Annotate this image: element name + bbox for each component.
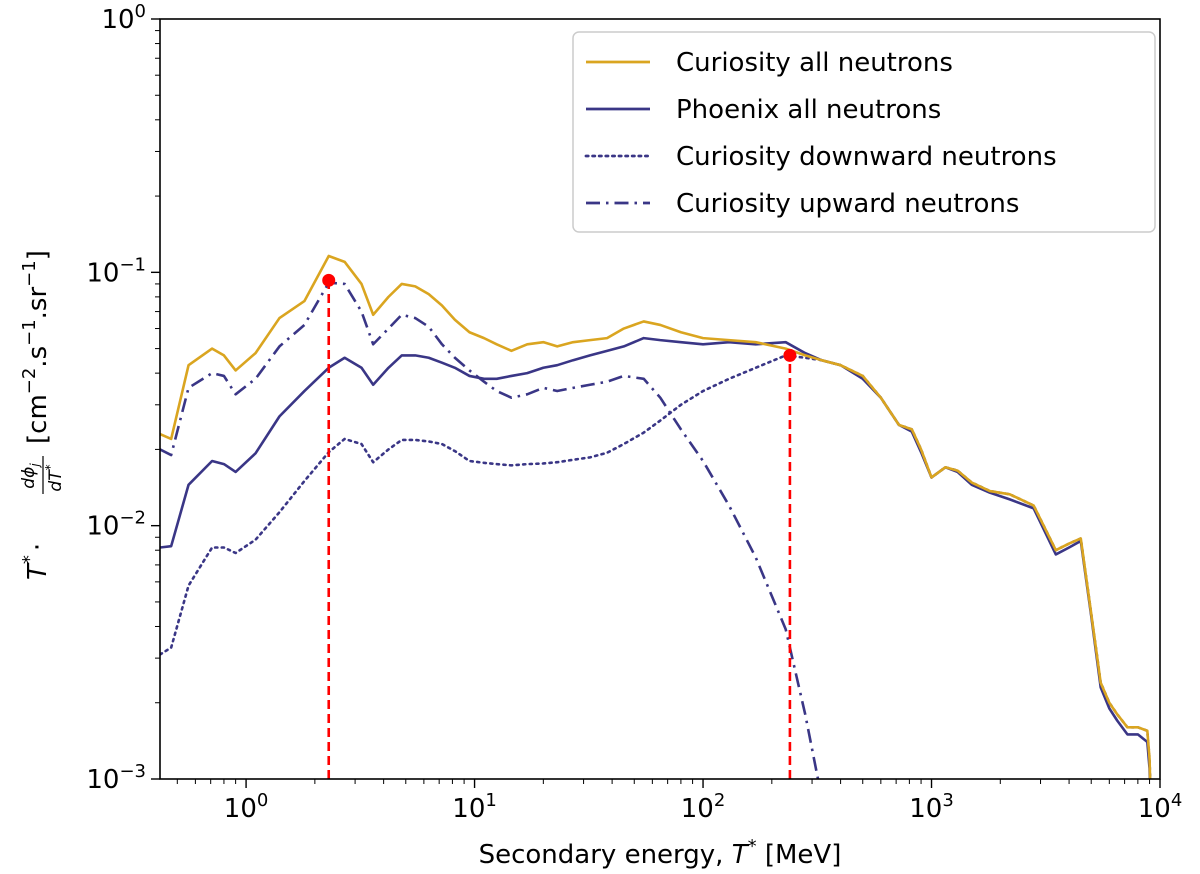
y-label-units-mid2: .sr [23, 287, 53, 320]
legend-label: Curiosity all neutrons [676, 48, 953, 78]
y-label-frac-den-sup: * [43, 464, 57, 470]
axes-frame [159, 18, 1161, 780]
series-line-curiosity-downward-neutrons [160, 354, 1152, 779]
y-label-lhs-var: T [23, 562, 53, 580]
legend-box [572, 31, 1156, 233]
y-tick-label: 100 [101, 1, 146, 35]
legend: Curiosity all neutrons Phoenix all neutro… [572, 31, 1156, 233]
y-label-frac-num: dϕ [19, 467, 39, 489]
y-axis-label: T*· dϕj dT* [cm−2.s−1.sr−1] [19, 250, 66, 580]
svg-text:T*·: T* · [19, 543, 53, 580]
x-axis-label-var: T [732, 840, 750, 870]
svg-text:[cm−2.s−1.sr−1]: [cm−2.s−1.sr−1] [19, 250, 53, 444]
y-label-units-mid1: .s [23, 346, 53, 368]
y-label-units-close: ] [23, 250, 53, 260]
y-tick-label: 10−3 [86, 761, 146, 795]
y-label-units-open: [cm [23, 394, 53, 444]
x-tick-label: 103 [909, 790, 954, 824]
y-label-frac-num-sub: j [28, 463, 42, 469]
x-axis-label: Secondary energy, T* [MeV] [479, 836, 842, 870]
legend-label: Phoenix all neutrons [676, 95, 941, 125]
peak-marker-1 [322, 273, 336, 287]
axis-ticks: 100 101 102 103 104 10−3 10−2 10−1 100 [86, 1, 1182, 824]
x-tick-label: 101 [452, 790, 497, 824]
peak-marker-2 [783, 348, 797, 362]
y-label-units-exp3: −1 [19, 260, 40, 287]
x-axis-label-prefix: Secondary energy, [479, 840, 732, 870]
series-line-curiosity-all-neutrons [160, 254, 1152, 779]
y-tick-label: 10−2 [86, 508, 146, 542]
legend-label: Curiosity upward neutrons [676, 189, 1019, 219]
svg-text:dϕj: dϕj [19, 463, 42, 489]
x-tick-label: 100 [224, 790, 269, 824]
y-label-units-exp2: −1 [19, 319, 40, 346]
y-label-frac-den: dT [46, 469, 66, 492]
y-label-dot: · [23, 543, 53, 551]
series-line-phoenix-all-neutrons [160, 336, 1152, 779]
plot-area [160, 254, 1152, 779]
x-axis-label-suffix: [MeV] [757, 840, 842, 870]
y-label-units-exp1: −2 [19, 368, 40, 395]
legend-label: Curiosity downward neutrons [676, 142, 1057, 172]
x-tick-label: 102 [681, 790, 726, 824]
y-label-lhs-sup: * [19, 555, 40, 564]
series-line-curiosity-upward-neutrons [160, 281, 820, 779]
x-axis-label-sup: * [748, 836, 757, 857]
x-tick-label: 104 [1138, 790, 1183, 824]
y-tick-label: 10−1 [86, 254, 146, 288]
svg-text:dT*: dT* [43, 464, 66, 491]
